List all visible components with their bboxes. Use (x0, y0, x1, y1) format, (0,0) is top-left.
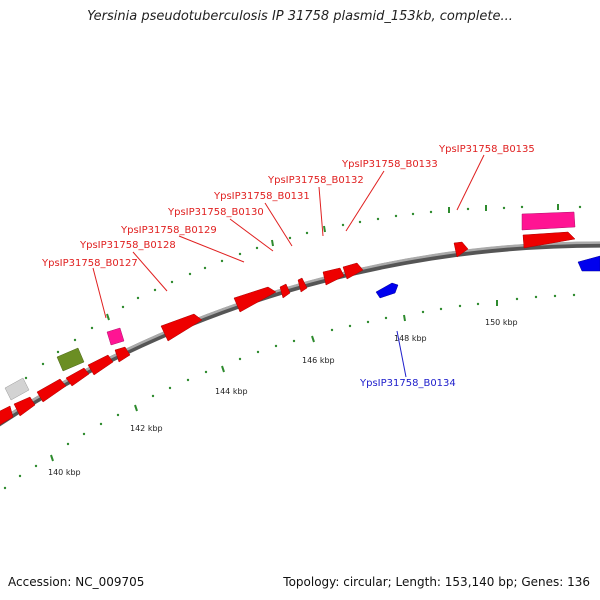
gene-arrow-reverse[interactable] (375, 282, 399, 299)
callout-line-reverse (396, 330, 407, 378)
gene-arrow[interactable] (0, 405, 14, 426)
gene-arrow[interactable] (65, 367, 90, 387)
gene-arrow[interactable] (279, 283, 291, 299)
gene-features[interactable] (0, 211, 600, 426)
gene-arrow[interactable] (160, 313, 203, 342)
gene-label-b0133[interactable]: YpsIP31758_B0133 (341, 159, 438, 170)
gene-box-grey[interactable] (4, 377, 30, 401)
gene-label-b0134[interactable]: YpsIP31758_B0134 (359, 378, 456, 389)
gene-label-b0128[interactable]: YpsIP31758_B0128 (79, 240, 176, 251)
tick-label-144: 144 kbp (215, 387, 248, 396)
tick-label-146: 146 kbp (302, 356, 335, 365)
tick-label-148: 148 kbp (394, 334, 427, 343)
tick-label-150: 150 kbp (485, 318, 518, 327)
outer-major-ticks (106, 204, 559, 321)
gene-arrow[interactable] (522, 231, 576, 249)
gene-arrow[interactable] (342, 262, 364, 280)
gene-label-b0135[interactable]: YpsIP31758_B0135 (438, 144, 535, 155)
gene-label-b0129[interactable]: YpsIP31758_B0129 (120, 225, 217, 236)
genome-summary-text: Topology: circular; Length: 153,140 bp; … (283, 575, 590, 589)
gene-arrow[interactable] (114, 346, 131, 363)
gene-box-pink[interactable] (521, 211, 576, 231)
gene-arrow[interactable] (233, 286, 277, 313)
gene-label-b0131[interactable]: YpsIP31758_B0131 (213, 191, 310, 202)
gene-label-b0132[interactable]: YpsIP31758_B0132 (267, 175, 364, 186)
tick-label-140: 140 kbp (48, 468, 81, 477)
gene-box-pink[interactable] (106, 327, 125, 346)
backbone (0, 241, 600, 423)
outer-tick-ring (8, 205, 582, 394)
gene-arrow[interactable] (87, 354, 114, 376)
callout-lines (92, 154, 485, 319)
gene-arrow[interactable] (453, 241, 469, 258)
map-title: Yersinia pseudotuberculosis IP 31758 pla… (87, 9, 513, 24)
accession-text: Accession: NC_009705 (8, 575, 145, 589)
gene-arrow-reverse[interactable] (577, 255, 600, 272)
inner-tick-ring (3, 293, 576, 490)
inner-major-ticks (50, 300, 498, 462)
gene-box-green[interactable] (56, 347, 85, 372)
gene-arrow[interactable] (36, 378, 67, 403)
gene-arrow[interactable] (13, 396, 36, 417)
backbone-shadow (0, 241, 600, 427)
gene-arrow[interactable] (297, 277, 308, 293)
gene-label-b0130[interactable]: YpsIP31758_B0130 (167, 207, 264, 218)
gene-arrow[interactable] (322, 267, 345, 286)
tick-label-142: 142 kbp (130, 424, 163, 433)
gene-label-b0127[interactable]: YpsIP31758_B0127 (41, 258, 138, 269)
